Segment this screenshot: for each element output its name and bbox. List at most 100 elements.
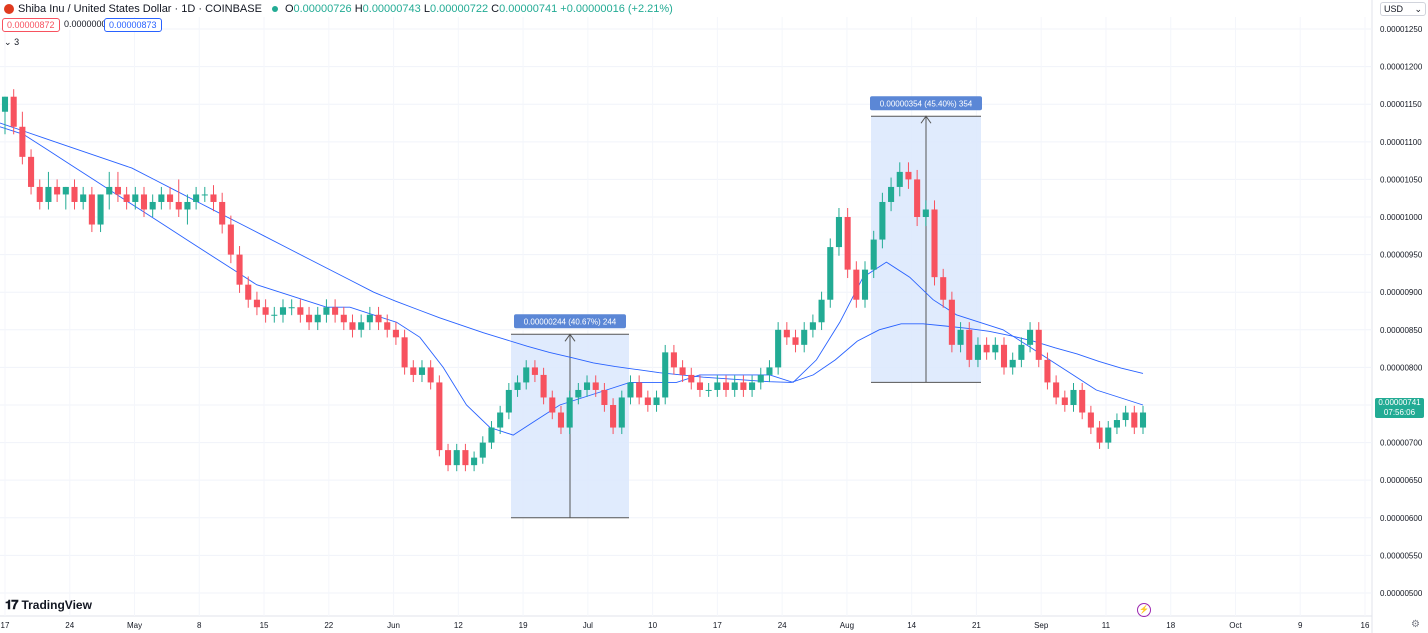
- candle-body: [1000, 344, 1008, 368]
- candle: [1027, 322, 1034, 353]
- candle-body: [436, 382, 443, 451]
- candle-body: [714, 382, 721, 390]
- candle: [471, 451, 478, 472]
- candle-body: [696, 382, 704, 390]
- candle-body: [966, 329, 973, 360]
- candle-body: [245, 284, 252, 300]
- candle-body: [167, 194, 174, 202]
- gear-icon[interactable]: ⚙: [1411, 619, 1420, 630]
- candle-body: [314, 314, 321, 323]
- candle: [384, 314, 391, 338]
- candle-body: [114, 186, 121, 195]
- candle-body: [861, 269, 869, 300]
- candle: [210, 185, 217, 212]
- time-tick-label: Oct: [1229, 621, 1242, 630]
- candle-body: [340, 314, 347, 323]
- symbol-title[interactable]: Shiba Inu / United States Dollar · 1D · …: [18, 3, 262, 15]
- tradingview-logo[interactable]: 𝟏𝟕 TradingView: [5, 597, 92, 613]
- last-price-tag: 0.00000741 07:56:06: [1375, 398, 1424, 418]
- candle-body: [45, 186, 52, 202]
- candle: [583, 375, 591, 397]
- candle: [644, 390, 651, 412]
- candle: [436, 375, 443, 457]
- candle-body: [401, 337, 408, 368]
- candle-body: [366, 314, 373, 323]
- candle: [418, 360, 426, 383]
- candle-body: [870, 239, 877, 270]
- measure-label-bg: [870, 96, 982, 111]
- candle-body: [210, 194, 217, 202]
- candle-body: [740, 382, 747, 390]
- candle-body: [1122, 412, 1129, 421]
- candle-body: [1053, 382, 1060, 398]
- candle-body: [853, 269, 860, 300]
- candle: [10, 89, 17, 135]
- candle: [827, 238, 834, 308]
- candle: [401, 329, 408, 375]
- candle: [132, 186, 139, 210]
- candle-body: [149, 201, 156, 210]
- candle-body: [644, 397, 651, 405]
- candle: [523, 360, 530, 390]
- candle: [410, 360, 417, 383]
- candle-body: [462, 450, 469, 466]
- candle: [896, 162, 903, 197]
- candle: [662, 344, 669, 405]
- candle: [870, 230, 877, 279]
- price-tick-label: 0.00001050: [1380, 175, 1423, 184]
- candle: [19, 111, 26, 165]
- candle: [740, 375, 747, 397]
- price-tick-label: 0.00000550: [1380, 551, 1423, 560]
- candle: [149, 194, 156, 218]
- candle: [688, 367, 695, 390]
- indicators-toggle[interactable]: ⌄ 3: [4, 37, 19, 48]
- candle: [444, 443, 452, 472]
- candle: [540, 367, 547, 405]
- candle-body: [601, 389, 608, 405]
- candle-body: [358, 322, 365, 330]
- candle: [158, 186, 165, 210]
- candle: [1035, 322, 1042, 368]
- candle: [705, 383, 712, 397]
- candle-body: [636, 382, 643, 398]
- time-tick-label: 19: [519, 621, 528, 630]
- candle: [167, 186, 174, 210]
- candle: [957, 322, 964, 353]
- candle: [1087, 405, 1094, 435]
- candle: [219, 192, 226, 234]
- candle-body: [531, 367, 538, 375]
- candle-body: [1079, 389, 1086, 413]
- measure-label: 0.00000244 (40.67%) 244: [524, 317, 617, 326]
- candle-body: [1044, 359, 1051, 383]
- candle-body: [722, 382, 730, 390]
- candle-body: [879, 201, 886, 240]
- candle-body: [19, 126, 26, 157]
- candle-body: [236, 254, 243, 285]
- candle-body: [1131, 412, 1138, 428]
- candle: [879, 192, 886, 249]
- candle: [905, 162, 912, 189]
- lightning-icon[interactable]: ⚡: [1137, 603, 1151, 617]
- candle-body: [653, 397, 660, 405]
- candle: [749, 375, 756, 397]
- candle-body: [1139, 412, 1147, 428]
- candle: [557, 405, 565, 435]
- candle: [88, 186, 95, 233]
- candle: [297, 299, 304, 323]
- candle-body: [983, 344, 990, 353]
- candle-body: [375, 314, 382, 323]
- candle-body: [54, 186, 61, 195]
- candle-body: [193, 194, 200, 202]
- candle-body: [827, 247, 834, 300]
- sell-price-box[interactable]: 0.00000872: [2, 18, 60, 32]
- candle-body: [479, 442, 486, 458]
- currency-select[interactable]: USD ⌄: [1380, 2, 1426, 16]
- candle-body: [444, 450, 452, 466]
- buy-price-box[interactable]: 0.00000873: [104, 18, 162, 32]
- market-status-dot-icon: [271, 6, 278, 12]
- candle-body: [688, 374, 695, 383]
- candle: [201, 186, 208, 202]
- open-label: O: [284, 3, 294, 15]
- candle: [366, 306, 373, 331]
